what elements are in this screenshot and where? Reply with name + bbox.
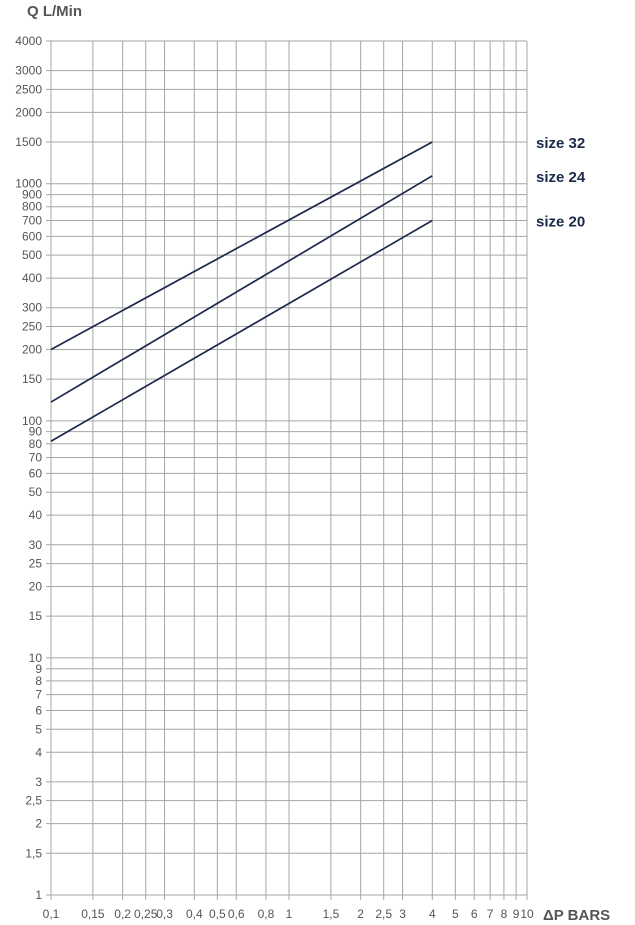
y-tick-label: 20 xyxy=(29,580,43,594)
x-tick-label: 10 xyxy=(520,907,534,921)
series-line xyxy=(50,219,433,442)
grid xyxy=(46,40,528,900)
series-line xyxy=(50,141,433,351)
y-tick-label: 30 xyxy=(29,538,43,552)
x-tick-label: 2 xyxy=(357,907,364,921)
y-tick-label: 1500 xyxy=(15,135,42,149)
series-label: size 32 xyxy=(536,135,585,152)
y-tick-label: 800 xyxy=(22,200,42,214)
x-tick-label: 7 xyxy=(487,907,494,921)
y-tick-label: 15 xyxy=(29,609,43,623)
series-labels: size 32 size 24 size 20 xyxy=(536,135,586,230)
y-tick-label: 700 xyxy=(22,213,42,227)
x-tick-label: 0,6 xyxy=(228,907,245,921)
y-tick-label: 40 xyxy=(29,508,43,522)
x-tick-label: 0,5 xyxy=(209,907,226,921)
x-tick-label: 8 xyxy=(501,907,508,921)
x-tick-labels: 0,1 0,15 0,2 0,250,3 0,4 0,5 0,6 0,8 1 1,5 2 2,5 3 4 5… xyxy=(43,907,534,921)
x-tick-label: 0,4 xyxy=(186,907,203,921)
series-label: size 20 xyxy=(536,213,585,230)
y-tick-label: 5 xyxy=(35,722,42,736)
y-tick-label: 6 xyxy=(35,704,42,718)
y-tick-label: 1,5 xyxy=(25,846,42,860)
y-tick-label: 500 xyxy=(22,248,42,262)
y-tick-label: 4 xyxy=(35,745,42,759)
y-tick-label: 50 xyxy=(29,485,43,499)
y-tick-label: 25 xyxy=(29,557,43,571)
x-tick-label: 3 xyxy=(399,907,406,921)
x-tick-label: 0,3 xyxy=(156,907,173,921)
y-tick-label: 10 xyxy=(29,651,43,665)
y-tick-label: 2,5 xyxy=(25,794,42,808)
y-tick-label: 8 xyxy=(35,674,42,688)
x-tick-label: 1 xyxy=(286,907,293,921)
y-axis-title: Q L/Min xyxy=(27,3,82,20)
x-tick-label: 5 xyxy=(452,907,459,921)
y-tick-label: 3000 xyxy=(15,64,42,78)
y-tick-label: 3 xyxy=(35,775,42,789)
y-tick-label: 60 xyxy=(29,466,43,480)
x-tick-label: 0,2 xyxy=(114,907,131,921)
y-tick-labels: 11,522,534567891015202530405060708090100… xyxy=(15,34,42,902)
x-tick-label: 0,1 xyxy=(43,907,60,921)
x-axis-title: ΔP BARS xyxy=(543,907,610,924)
y-tick-label: 80 xyxy=(29,437,43,451)
y-tick-label: 90 xyxy=(29,425,43,439)
y-tick-label: 1 xyxy=(35,888,42,902)
y-tick-label: 1000 xyxy=(15,177,42,191)
y-tick-label: 150 xyxy=(22,372,42,386)
y-tick-label: 4000 xyxy=(15,34,42,48)
x-tick-label: 1,5 xyxy=(323,907,340,921)
x-tick-label: 0,25 xyxy=(134,907,158,921)
series-lines xyxy=(50,141,433,442)
y-tick-label: 70 xyxy=(29,451,43,465)
series-line xyxy=(50,175,433,403)
series-label: size 24 xyxy=(536,169,586,186)
y-tick-label: 600 xyxy=(22,229,42,243)
y-tick-label: 7 xyxy=(35,688,42,702)
x-tick-label: 0,15 xyxy=(81,907,105,921)
y-tick-label: 900 xyxy=(22,188,42,202)
y-tick-label: 2 xyxy=(35,817,42,831)
y-tick-label: 300 xyxy=(22,301,42,315)
y-tick-label: 250 xyxy=(22,319,42,333)
x-tick-label: 9 xyxy=(513,907,520,921)
y-tick-label: 2500 xyxy=(15,82,42,96)
x-tick-label: 2,5 xyxy=(375,907,392,921)
y-tick-label: 2000 xyxy=(15,105,42,119)
y-tick-label: 100 xyxy=(22,414,42,428)
y-tick-label: 9 xyxy=(35,662,42,676)
x-tick-label: 4 xyxy=(429,907,436,921)
y-tick-label: 400 xyxy=(22,271,42,285)
x-tick-label: 6 xyxy=(471,907,478,921)
x-tick-label: 0,8 xyxy=(258,907,275,921)
y-tick-label: 200 xyxy=(22,342,42,356)
